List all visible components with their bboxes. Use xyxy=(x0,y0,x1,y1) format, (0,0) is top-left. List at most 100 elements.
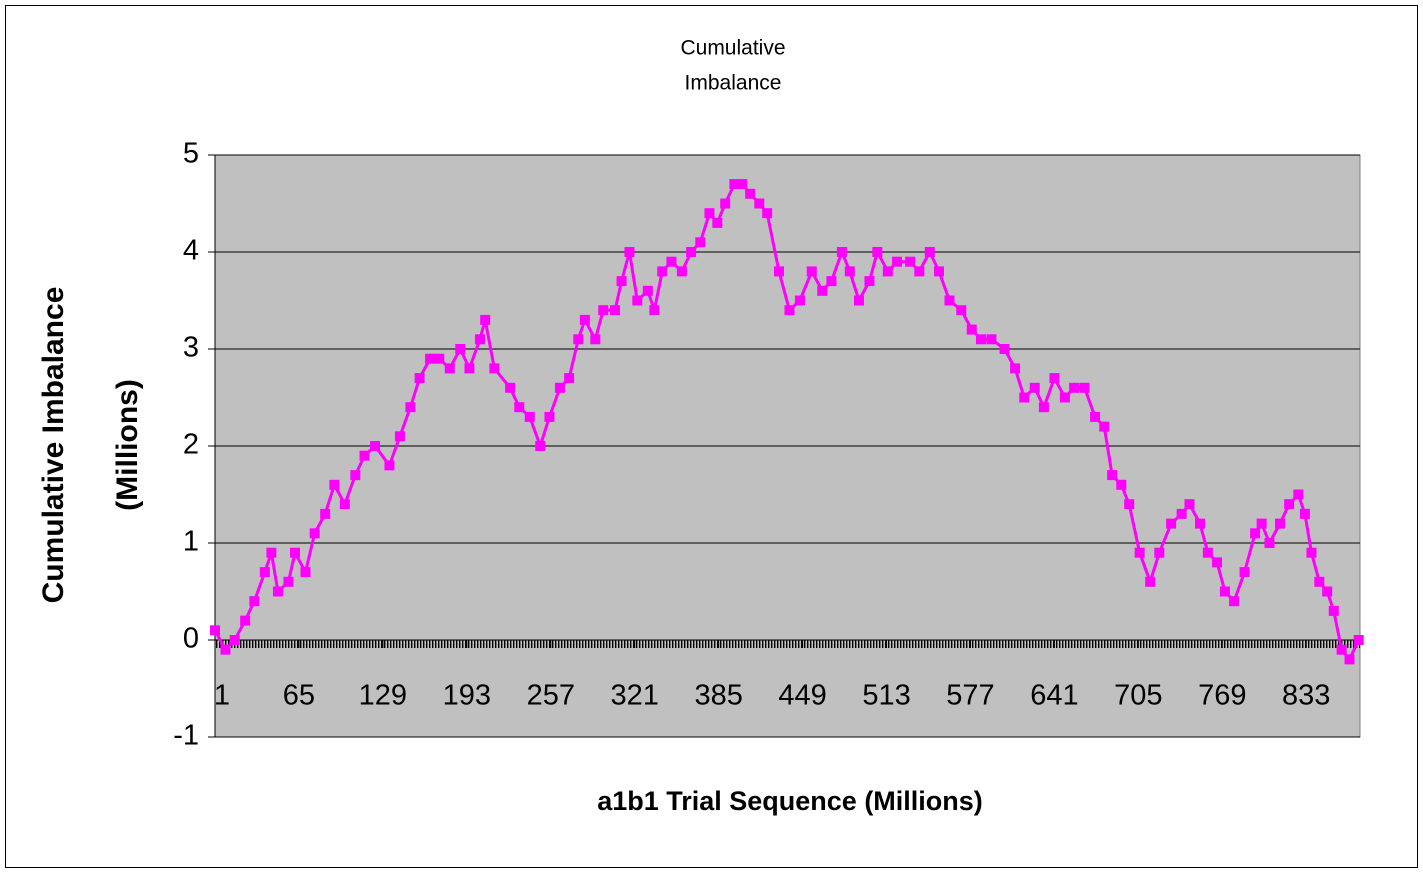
data-point xyxy=(905,256,916,267)
data-point xyxy=(872,247,883,257)
data-point xyxy=(290,547,301,558)
data-point xyxy=(1264,538,1275,548)
data-point xyxy=(1145,576,1156,587)
data-point xyxy=(1293,489,1304,500)
data-point xyxy=(1239,567,1250,578)
data-point xyxy=(794,295,805,306)
data-point xyxy=(844,266,855,277)
data-point xyxy=(892,256,903,267)
data-point xyxy=(864,276,875,287)
y-tick-label: -1 xyxy=(173,720,199,752)
data-point xyxy=(762,208,773,219)
data-point xyxy=(425,353,436,364)
data-point xyxy=(1344,654,1355,665)
data-point xyxy=(544,411,555,422)
data-point xyxy=(474,334,485,345)
data-point xyxy=(695,237,706,248)
y-tick-label: 3 xyxy=(183,332,199,364)
data-point xyxy=(610,305,621,316)
data-point xyxy=(704,208,715,219)
data-point xyxy=(632,295,643,306)
data-point xyxy=(505,382,516,393)
data-point xyxy=(370,441,381,451)
data-point xyxy=(579,314,590,325)
data-point xyxy=(1099,421,1110,432)
data-point xyxy=(676,266,687,277)
data-point xyxy=(784,305,795,316)
data-point xyxy=(1306,547,1317,558)
data-point xyxy=(624,247,635,257)
data-point xyxy=(712,217,723,228)
data-point xyxy=(1116,479,1127,490)
data-point xyxy=(966,324,977,335)
x-tick-label: 193 xyxy=(443,680,491,712)
data-point xyxy=(272,586,283,597)
data-point xyxy=(535,441,546,451)
data-point xyxy=(853,295,864,306)
x-tick-label: 577 xyxy=(946,680,994,712)
data-point xyxy=(1314,576,1325,587)
data-point xyxy=(444,363,455,374)
x-tick-label: 641 xyxy=(1030,680,1078,712)
data-point xyxy=(642,285,653,296)
data-point xyxy=(309,528,320,539)
data-point xyxy=(1069,382,1080,393)
data-point xyxy=(806,266,817,277)
data-point xyxy=(737,179,748,190)
x-tick-label: 833 xyxy=(1282,680,1330,712)
data-point xyxy=(1049,373,1060,384)
data-point xyxy=(220,644,231,655)
data-point xyxy=(657,266,668,277)
x-tick-label: 257 xyxy=(527,680,575,712)
data-point xyxy=(666,256,677,267)
x-tick-label: 129 xyxy=(359,680,407,712)
data-point xyxy=(1212,557,1223,568)
data-point xyxy=(384,460,395,471)
data-point xyxy=(975,334,986,345)
data-point xyxy=(266,547,277,558)
data-point xyxy=(300,567,311,578)
data-point xyxy=(944,295,955,306)
data-point xyxy=(1202,547,1213,558)
data-point xyxy=(1059,392,1070,403)
data-point xyxy=(1079,382,1090,393)
data-point xyxy=(1353,635,1364,645)
data-point xyxy=(1184,499,1195,510)
data-point xyxy=(1029,382,1040,393)
y-axis-label: Cumulative Imbalance xyxy=(37,287,70,604)
data-point xyxy=(240,615,251,626)
y-tick-label: 0 xyxy=(183,623,199,655)
data-point xyxy=(405,402,416,413)
data-point xyxy=(434,353,445,364)
data-point xyxy=(956,305,967,316)
data-point xyxy=(720,198,731,209)
data-point xyxy=(817,285,828,296)
chart-title: Imbalance xyxy=(685,72,782,95)
x-tick-label: 705 xyxy=(1114,680,1162,712)
data-point xyxy=(924,247,935,257)
data-point xyxy=(229,635,240,645)
x-tick-label: 1 xyxy=(214,680,230,712)
data-point xyxy=(882,266,893,277)
data-point xyxy=(616,276,627,287)
data-point xyxy=(283,576,294,587)
x-tick-label: 769 xyxy=(1198,680,1246,712)
data-point xyxy=(350,470,361,481)
data-point xyxy=(773,266,784,277)
data-point xyxy=(480,314,491,325)
data-point xyxy=(554,382,565,393)
data-point xyxy=(826,276,837,287)
x-axis-label: a1b1 Trial Sequence (Millions) xyxy=(597,786,983,816)
data-point xyxy=(259,567,270,578)
x-tick-label: 321 xyxy=(611,680,659,712)
data-point xyxy=(686,247,697,257)
data-point xyxy=(1124,499,1135,510)
data-point xyxy=(394,431,405,442)
y-axis-label: (Millions) xyxy=(111,379,144,511)
data-point xyxy=(754,198,765,209)
data-point xyxy=(933,266,944,277)
data-point xyxy=(210,625,220,636)
data-point xyxy=(1336,644,1347,655)
data-point xyxy=(649,305,660,316)
data-point xyxy=(1010,363,1021,374)
